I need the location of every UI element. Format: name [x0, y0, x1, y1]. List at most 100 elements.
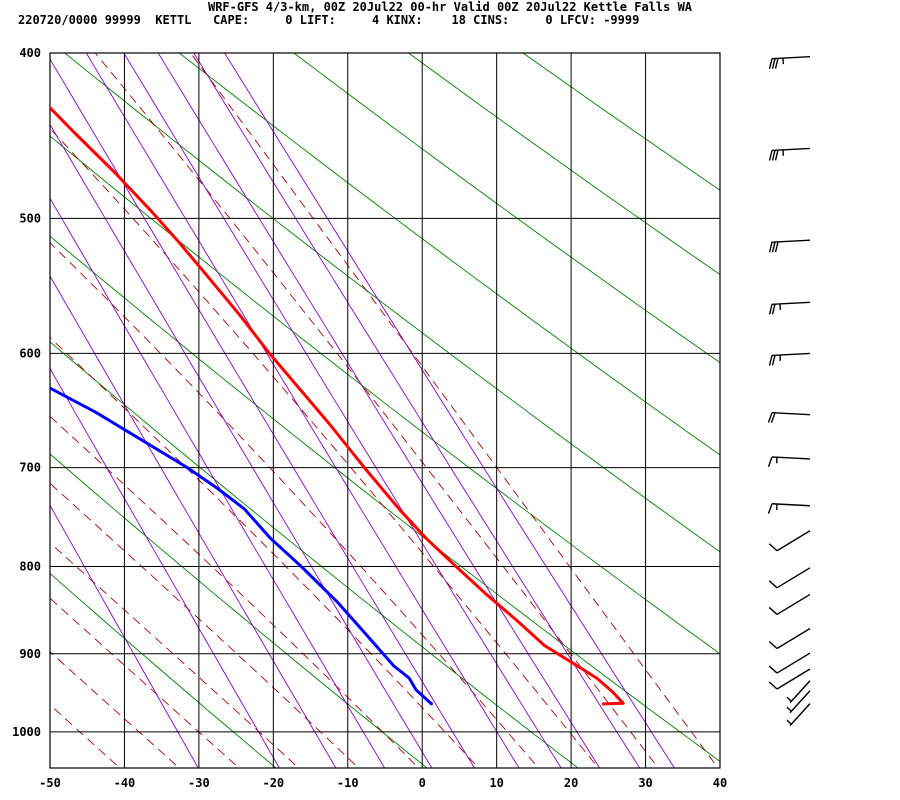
- grid: [49, 52, 721, 769]
- wind-barb: [767, 503, 811, 514]
- moist-adiabat: [50, 127, 600, 768]
- x-tick-label: 40: [713, 776, 727, 790]
- dry-adiabat: [50, 453, 428, 768]
- x-tick-label: 0: [419, 776, 426, 790]
- mixing-ratio-line: [85, 53, 520, 768]
- dry-adiabat: [50, 135, 720, 655]
- barb-half-flag: [786, 706, 792, 712]
- temperature-profile: [50, 105, 625, 706]
- mixing-ratio-line: [50, 123, 433, 768]
- dry-adiabat: [50, 235, 720, 762]
- barb-staff: [771, 147, 811, 152]
- barb-staff: [776, 593, 811, 616]
- x-tick-label: -50: [39, 776, 61, 790]
- barb-staff: [771, 352, 811, 357]
- wind-barb: [786, 703, 811, 727]
- wind-barb: [786, 680, 811, 704]
- barb-staff: [776, 627, 811, 650]
- mixing-ratio-line: [50, 197, 386, 768]
- barb-staff: [789, 690, 811, 714]
- barb-staff: [776, 530, 811, 552]
- barb-flag: [768, 150, 773, 161]
- x-tick-label: 30: [638, 776, 652, 790]
- x-tick-label: -40: [114, 776, 136, 790]
- barb-staff: [771, 301, 811, 305]
- barb-staff: [776, 567, 811, 589]
- barb-flag: [767, 412, 773, 423]
- barb-flag: [771, 150, 776, 161]
- barb-staff: [776, 668, 811, 690]
- moist-adiabat: [50, 415, 420, 768]
- moist-adiabat: [50, 597, 240, 768]
- wind-barb: [768, 668, 811, 690]
- axis-ticks: -50 -40 -30 -20 -10 0 10 20 30 40 400 500 600 700 800 9…: [12, 46, 727, 790]
- barb-flag: [768, 665, 778, 674]
- wind-barbs: [767, 55, 811, 727]
- moist-adiabat: [190, 53, 719, 768]
- barb-flag: [768, 58, 773, 70]
- barb-flag: [774, 149, 779, 161]
- barb-flag: [768, 640, 778, 650]
- y-tick-label: 600: [19, 346, 41, 360]
- wind-barb: [768, 301, 811, 315]
- y-tick-label: 1000: [12, 725, 41, 739]
- barb-flag: [768, 543, 778, 552]
- wind-barb: [768, 239, 811, 253]
- x-tick-label: -30: [188, 776, 210, 790]
- barb-staff: [789, 703, 811, 727]
- mixing-ratio-line: [123, 53, 562, 768]
- wind-barb: [768, 652, 811, 674]
- barb-flag: [771, 303, 776, 315]
- moist-adiabat: [50, 242, 540, 768]
- barb-flag: [768, 242, 773, 253]
- barb-flag: [767, 456, 773, 468]
- x-tick-label: 20: [564, 776, 578, 790]
- barb-flag: [771, 241, 776, 253]
- wind-barb: [768, 147, 811, 161]
- dry-adiabat: [50, 341, 579, 768]
- wind-barb: [768, 352, 811, 366]
- dry-adiabat: [293, 53, 720, 364]
- y-tick-label: 500: [19, 211, 41, 225]
- barb-staff: [789, 680, 811, 704]
- barb-half-flag: [786, 719, 792, 725]
- barb-flag: [771, 355, 776, 366]
- barb-flag: [774, 241, 779, 253]
- wind-barb: [768, 567, 811, 589]
- barb-staff: [771, 411, 811, 416]
- wind-barb: [768, 530, 811, 552]
- moist-adiabat: [50, 542, 300, 768]
- dry-adiabat: [50, 572, 277, 768]
- x-tick-label: -10: [337, 776, 359, 790]
- mixing-ratio-line: [224, 53, 675, 768]
- dry-adiabat: [522, 53, 720, 191]
- barb-flag: [768, 304, 773, 315]
- barb-staff: [771, 503, 811, 507]
- mixing-ratio-line: [50, 367, 280, 768]
- plot-frame: [49, 52, 721, 769]
- barb-flag: [770, 412, 776, 423]
- barb-staff: [771, 456, 811, 460]
- wind-barb: [767, 411, 811, 423]
- wind-barb: [767, 456, 811, 468]
- moist-adiabat: [50, 482, 360, 768]
- sounding-series: [50, 105, 625, 706]
- barb-flag: [768, 355, 773, 366]
- barb-flag: [774, 58, 779, 69]
- barb-flag: [768, 580, 778, 589]
- wind-barb: [768, 55, 811, 70]
- moist-adiabat: [50, 337, 480, 768]
- dry-adiabat: [178, 53, 720, 456]
- y-tick-label: 400: [19, 46, 41, 60]
- barb-flag: [771, 58, 776, 69]
- moist-adiabat: [94, 53, 659, 768]
- background-lines: [50, 53, 720, 768]
- barb-flag: [768, 681, 778, 690]
- moist-adiabat: [50, 651, 181, 768]
- dry-adiabat: [407, 53, 720, 276]
- x-tick-label: 10: [489, 776, 503, 790]
- barb-flag: [768, 606, 778, 615]
- y-tick-label: 700: [19, 461, 41, 475]
- mixing-ratio-line: [50, 504, 199, 768]
